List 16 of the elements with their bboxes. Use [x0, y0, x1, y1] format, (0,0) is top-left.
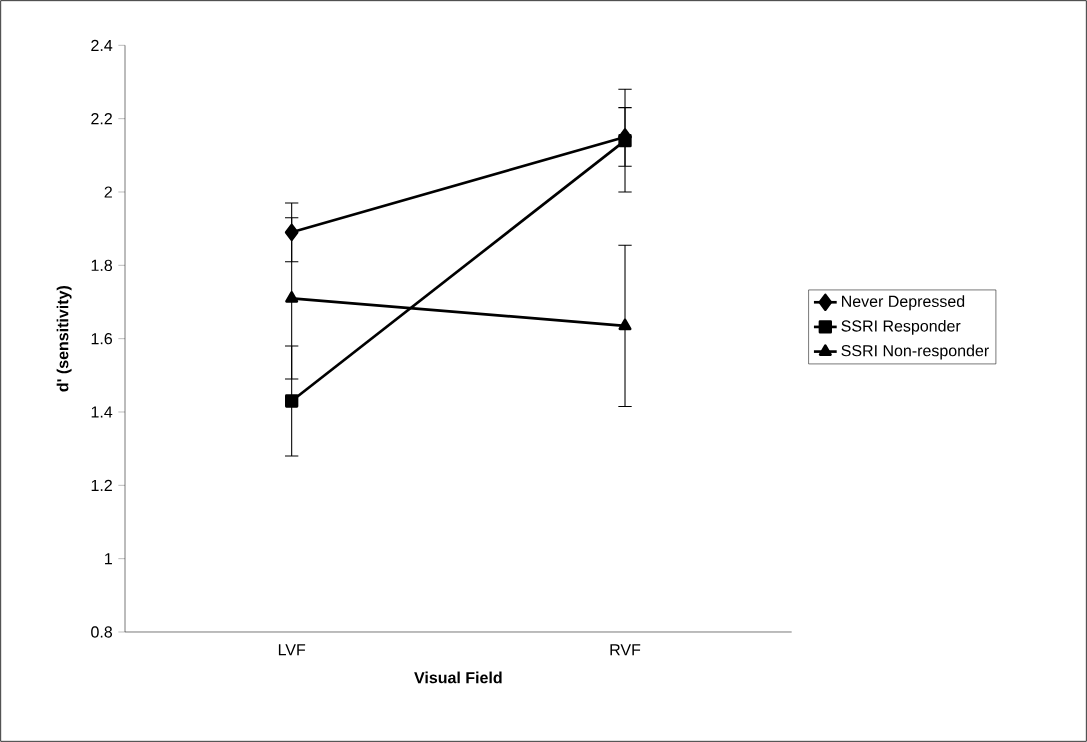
y-tick-label: 2.4 [91, 39, 113, 51]
y-tick-label: 0.8 [91, 626, 113, 638]
y-tick-label: 1 [105, 553, 112, 565]
y-tick-label: 2 [104, 186, 112, 198]
x-tick-label: RVF [610, 644, 641, 656]
y-tick-label: 1.8 [91, 259, 113, 271]
y-axis-title: d' (sensitivity) [56, 285, 72, 392]
y-tick-label: 1.2 [91, 479, 112, 491]
y-tick-label: 1.6 [91, 333, 113, 345]
x-axis-title: Visual Field [414, 671, 502, 684]
legend-label: SSRI Non-responder [841, 344, 989, 360]
legend-label: SSRI Responder [841, 319, 961, 335]
y-tick-label: 1.4 [91, 406, 113, 418]
x-tick-label: LVF [278, 644, 306, 656]
legend-label: Never Depressed [842, 295, 965, 311]
y-tick-label: 2.2 [91, 113, 112, 125]
